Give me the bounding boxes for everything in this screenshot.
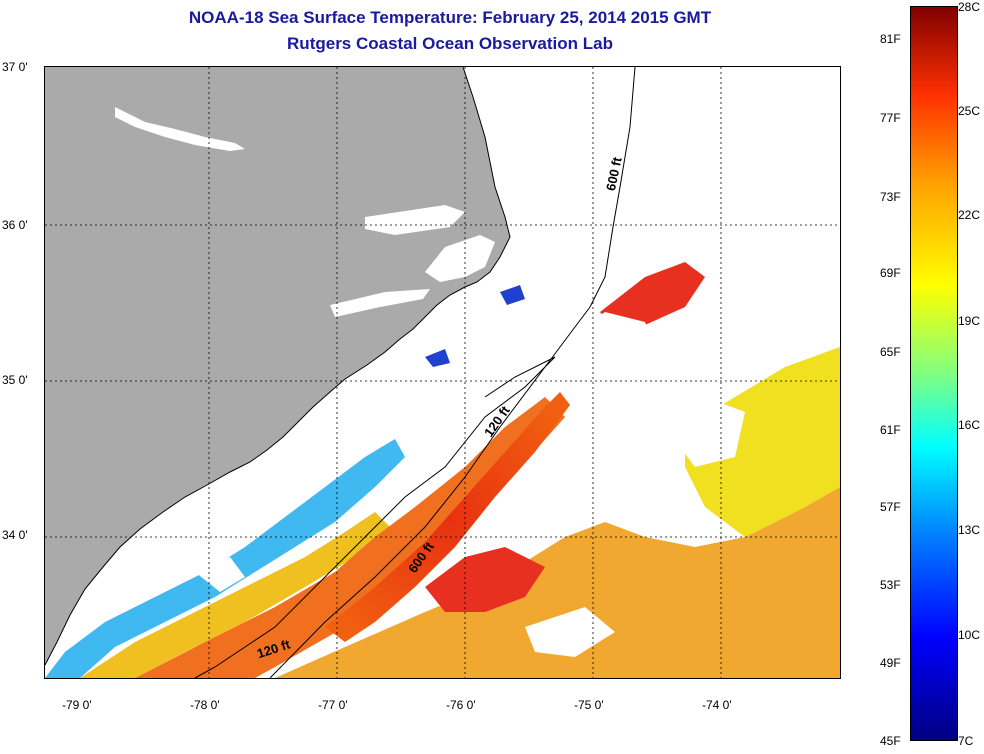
contour-600ft-south (269, 306, 591, 678)
lat-label-37: 37 0' (2, 60, 28, 74)
sst-offshore-south (275, 487, 840, 678)
map-title: NOAA-18 Sea Surface Temperature: Februar… (188, 8, 712, 27)
sst-cold-coastal (45, 439, 405, 678)
colorbar-c-13: 13C (958, 523, 981, 537)
colorbar-c-10: 10C (958, 628, 981, 642)
contour-120ft (194, 356, 556, 678)
neuse-river (330, 289, 430, 317)
colorbar-c-22: 22C (958, 208, 981, 222)
sst-gulfstream-east (600, 262, 705, 332)
inland-river (115, 107, 245, 151)
colorbar-f-73: 73F (880, 190, 901, 204)
sst-offshore-east (685, 347, 840, 537)
colorbar-f-49: 49F (880, 656, 901, 670)
colorbar-c-28: 28C (958, 0, 981, 14)
coastline (45, 67, 511, 666)
sst-cool-band (80, 512, 390, 678)
colorbar-f-61: 61F (880, 423, 901, 437)
sst-map-svg (45, 67, 840, 678)
lon-label-74: -74 0' (702, 698, 732, 712)
colorbar-c-19: 19C (958, 314, 981, 328)
lat-label-36: 36 0' (2, 218, 28, 232)
map-subtitle: Rutgers Coastal Ocean Observation Lab (287, 34, 613, 53)
sst-red-patches (425, 547, 545, 612)
temperature-colorbar (910, 6, 958, 741)
sst-coastal-blue (500, 285, 525, 305)
colorbar-c-25: 25C (958, 104, 981, 118)
colorbar-f-53: 53F (880, 578, 901, 592)
colorbar-c-16: 16C (958, 418, 981, 432)
colorbar-f-69: 69F (880, 266, 901, 280)
lon-label-77: -77 0' (318, 698, 348, 712)
sst-gulfstream-core (325, 392, 570, 642)
lon-label-76: -76 0' (446, 698, 476, 712)
lat-label-35: 35 0' (2, 373, 28, 387)
contour-600ft-north (589, 67, 636, 308)
albemarle-sound (365, 205, 465, 235)
colorbar-f-57: 57F (880, 500, 901, 514)
lat-label-34: 34 0' (2, 528, 28, 542)
lon-label-78: -78 0' (190, 698, 220, 712)
graticule (45, 67, 840, 678)
sst-map-panel: 600 ft 120 ft 600 ft 120 ft (44, 66, 841, 679)
sst-inland-blue (425, 349, 450, 367)
colorbar-f-77: 77F (880, 111, 901, 125)
cloud-mask-3 (195, 557, 245, 592)
colorbar-f-81: 81F (880, 32, 901, 46)
cloud-mask-2 (665, 397, 745, 467)
cloud-mask-4 (525, 607, 615, 657)
lon-label-75: -75 0' (574, 698, 604, 712)
pamlico-sound (425, 235, 495, 282)
lon-label-79: -79 0' (62, 698, 92, 712)
colorbar-c-7: 7C (958, 734, 974, 748)
cloud-mask-1 (565, 312, 665, 397)
colorbar-f-65: 65F (880, 345, 901, 359)
colorbar-f-45: 45F (880, 734, 901, 748)
